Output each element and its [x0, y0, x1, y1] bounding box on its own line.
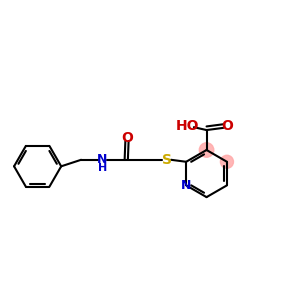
- Circle shape: [220, 155, 233, 168]
- Circle shape: [199, 143, 214, 157]
- Text: S: S: [162, 153, 172, 167]
- Text: O: O: [221, 119, 233, 133]
- Text: N: N: [181, 179, 191, 192]
- Text: HO: HO: [176, 119, 199, 134]
- Text: N: N: [97, 153, 107, 166]
- Text: H: H: [98, 163, 107, 173]
- Text: O: O: [121, 131, 133, 145]
